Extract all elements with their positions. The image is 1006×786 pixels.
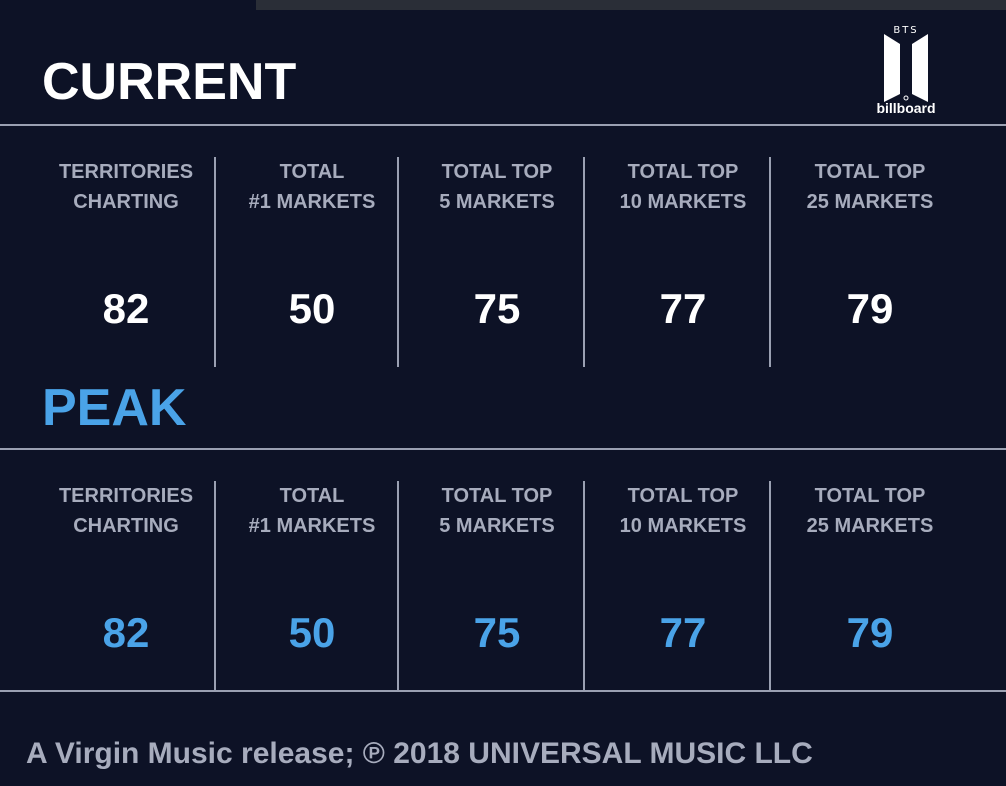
stat-value: 77 — [659, 285, 707, 332]
peak-title: PEAK — [42, 379, 187, 437]
current-stat-territories: TERRITORIES CHARTING 82 — [34, 157, 218, 367]
stat-label: TOTAL #1 MARKETS — [248, 161, 376, 213]
stat-value: 75 — [473, 285, 521, 332]
stat-label: TOTAL TOP 10 MARKETS — [619, 161, 747, 213]
peak-stat-top-5: TOTAL TOP 5 MARKETS 75 — [405, 481, 589, 691]
current-stat-top-10: TOTAL TOP 10 MARKETS 77 — [591, 157, 775, 367]
column-divider — [769, 157, 771, 367]
column-divider — [583, 481, 585, 691]
column-divider — [397, 481, 399, 691]
stat-value: 77 — [659, 609, 707, 656]
column-divider — [214, 481, 216, 691]
stat-value: 50 — [288, 609, 336, 656]
peak-stat-top-25: TOTAL TOP 25 MARKETS 79 — [778, 481, 962, 691]
current-stat-top-25: TOTAL TOP 25 MARKETS 79 — [778, 157, 962, 367]
stat-value: 79 — [846, 285, 894, 332]
top-bar — [256, 0, 1006, 10]
peak-stats-row: TERRITORIES CHARTING 82 TOTAL #1 MARKETS… — [34, 481, 964, 691]
current-top-rule — [0, 124, 1006, 126]
copyright-footer: A Virgin Music release; ℗ 2018 UNIVERSAL… — [26, 737, 813, 770]
stat-label: TOTAL TOP 25 MARKETS — [806, 161, 934, 213]
stat-label: TOTAL TOP 5 MARKETS — [439, 485, 555, 537]
stat-value: 79 — [846, 609, 894, 656]
column-divider — [769, 481, 771, 691]
stat-label: TERRITORIES CHARTING — [58, 485, 194, 537]
peak-stat-top-10: TOTAL TOP 10 MARKETS 77 — [591, 481, 775, 691]
current-title: CURRENT — [42, 53, 297, 111]
bottom-rule — [0, 690, 1006, 692]
current-stats-row: TERRITORIES CHARTING 82 TOTAL #1 MARKETS… — [34, 157, 964, 367]
peak-stat-number-one: TOTAL #1 MARKETS 50 — [220, 481, 404, 691]
column-divider — [214, 157, 216, 367]
stat-value: 82 — [102, 285, 150, 332]
logo-billboard-text: billboard — [876, 100, 936, 116]
current-stat-number-one: TOTAL #1 MARKETS 50 — [220, 157, 404, 367]
stat-label: TERRITORIES CHARTING — [58, 161, 194, 213]
bts-billboard-logo: BTS billboard — [868, 22, 944, 118]
stat-label: TOTAL TOP 5 MARKETS — [439, 161, 555, 213]
stat-value: 82 — [102, 609, 150, 656]
bts-door-icon — [884, 34, 928, 102]
stat-value: 50 — [288, 285, 336, 332]
logo-bts-text: BTS — [893, 25, 919, 36]
stat-label: TOTAL TOP 10 MARKETS — [619, 485, 747, 537]
current-stat-top-5: TOTAL TOP 5 MARKETS 75 — [405, 157, 589, 367]
peak-stat-territories: TERRITORIES CHARTING 82 — [34, 481, 218, 691]
stat-label: TOTAL #1 MARKETS — [248, 485, 376, 537]
stat-label: TOTAL TOP 25 MARKETS — [806, 485, 934, 537]
peak-top-rule — [0, 448, 1006, 450]
stat-value: 75 — [473, 609, 521, 656]
column-divider — [583, 157, 585, 367]
column-divider — [397, 157, 399, 367]
